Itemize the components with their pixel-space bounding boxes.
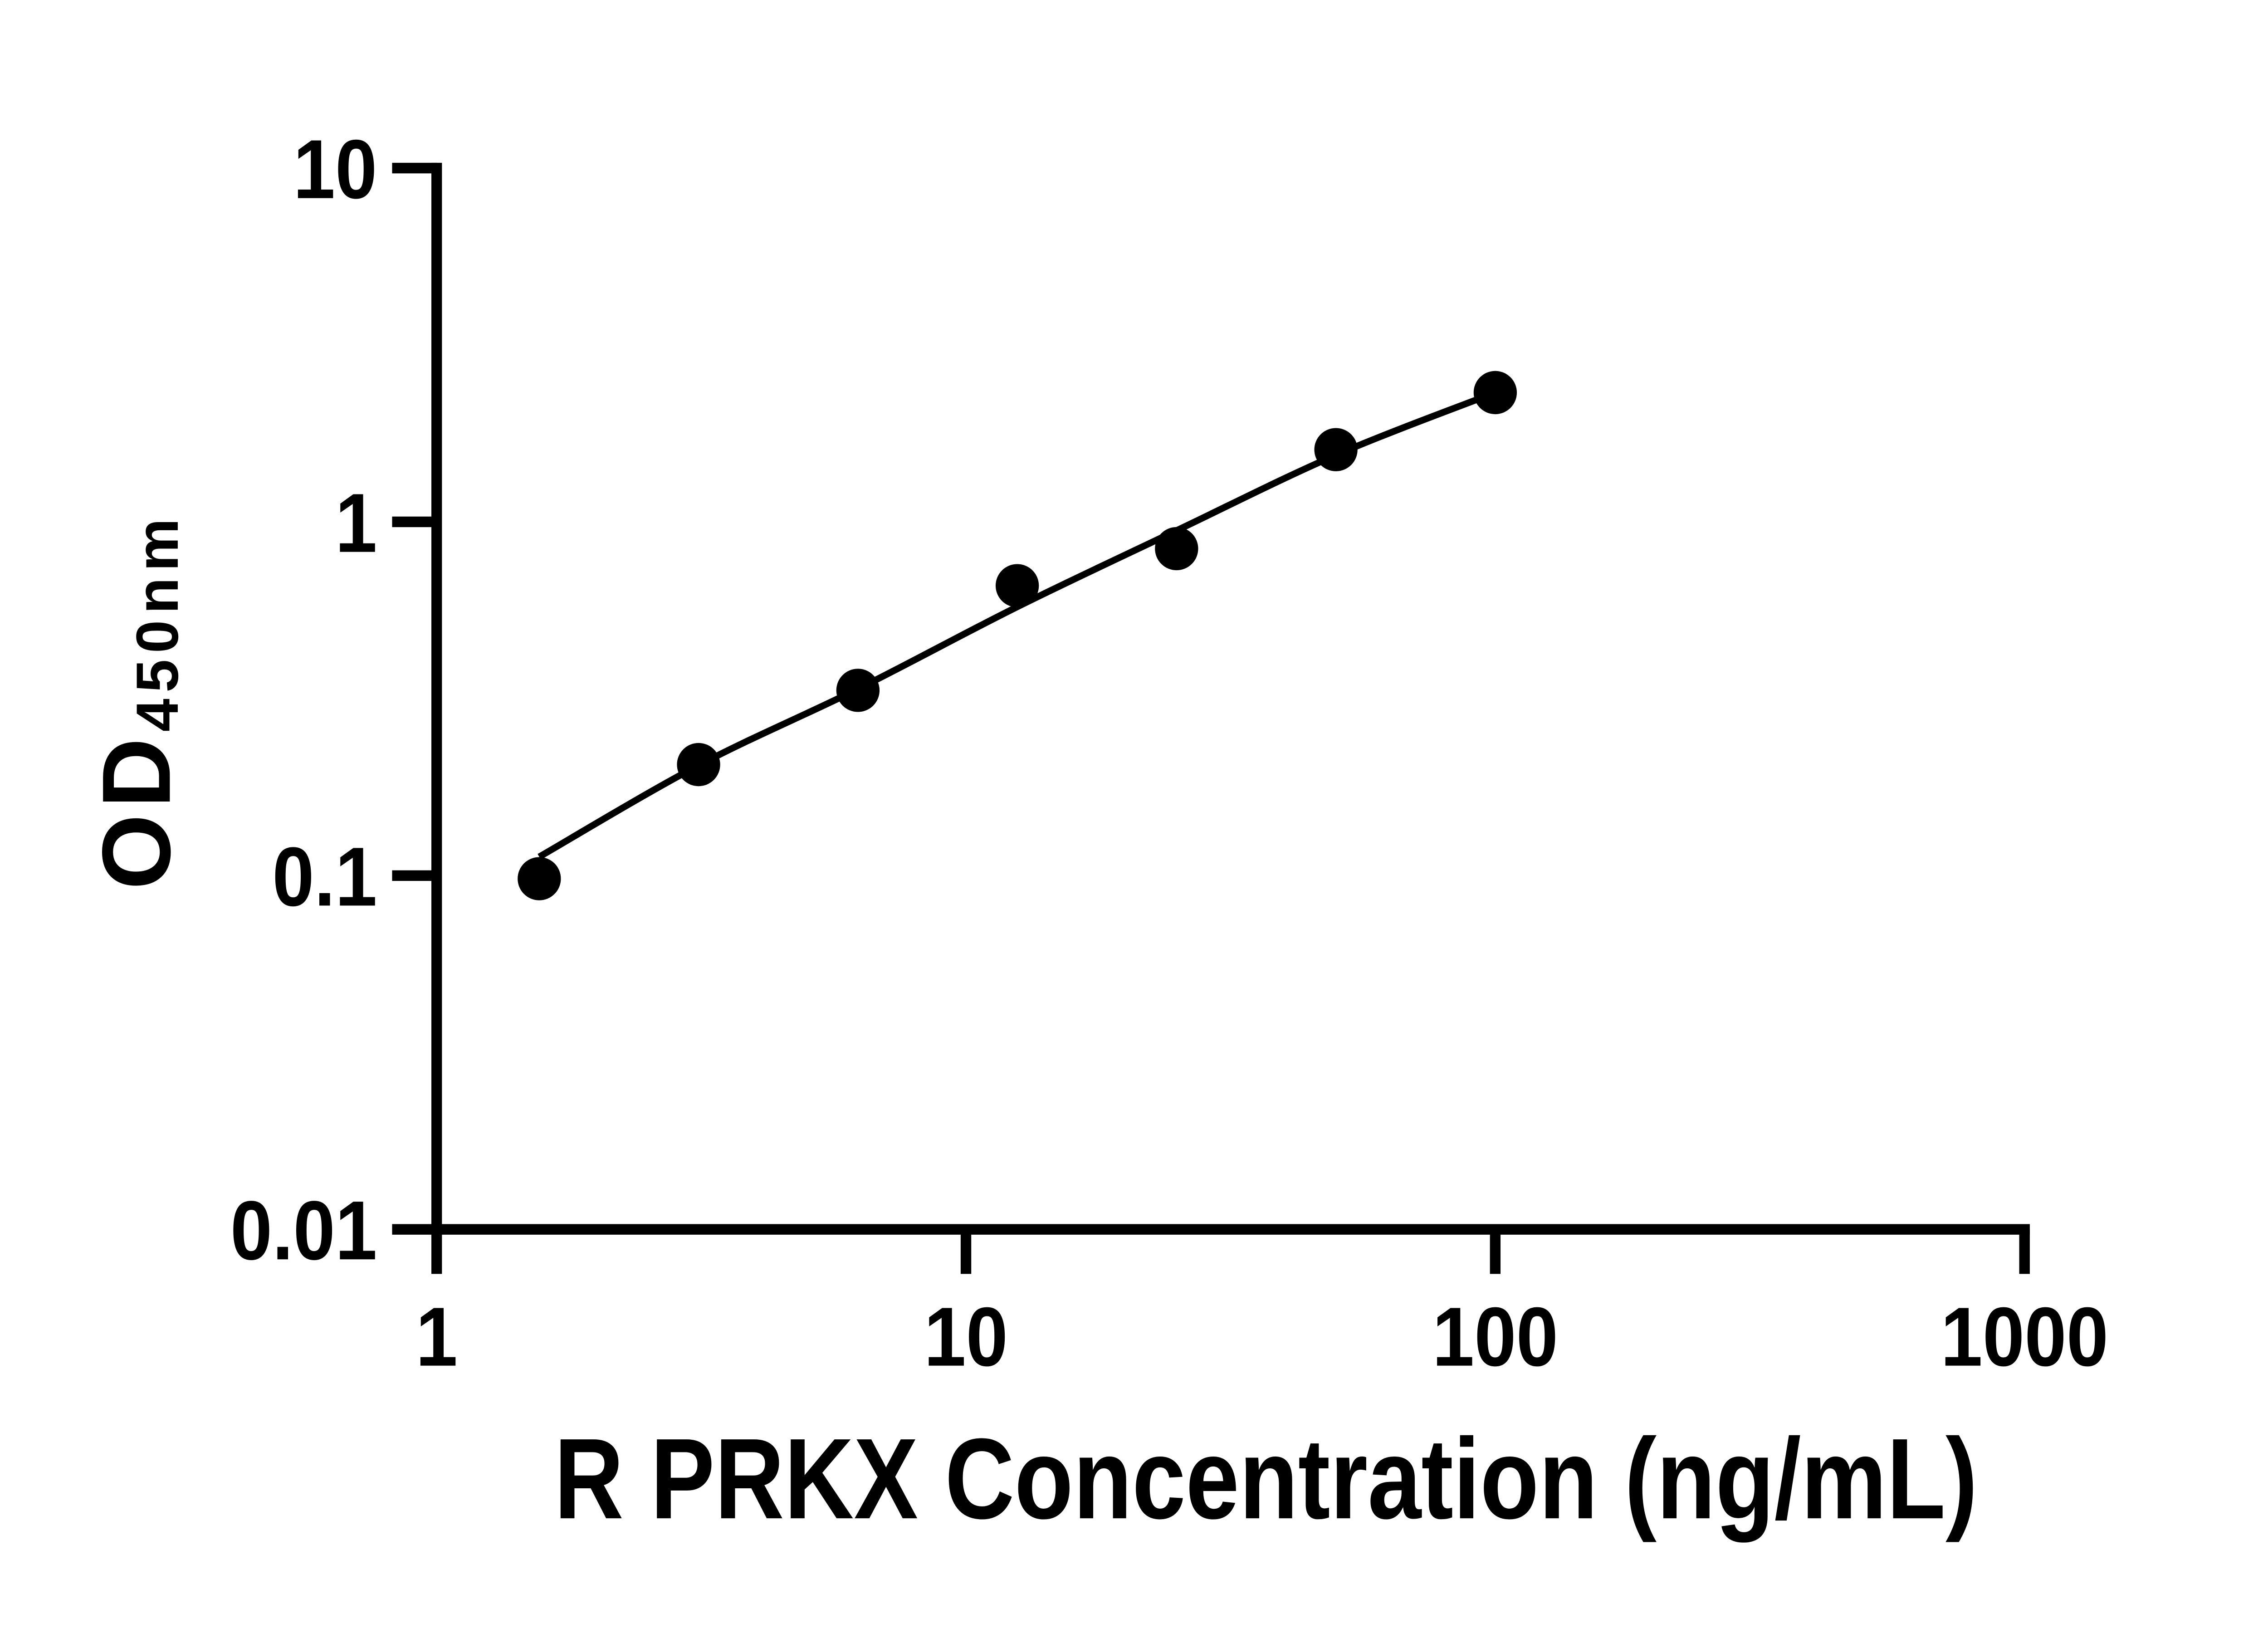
- data-point-6.25ng: [836, 669, 880, 712]
- x-tick-label-1: 1: [415, 1291, 457, 1384]
- y-tick-label-10: 10: [293, 123, 377, 216]
- x-tick-label-100: 100: [1432, 1291, 1558, 1384]
- data-point-50ng: [1314, 428, 1358, 471]
- data-point-100ng: [1473, 371, 1517, 415]
- y-tick-label-0.01: 0.01: [230, 1184, 377, 1277]
- data-point-1.5625ng: [518, 857, 561, 900]
- y-axis-title: OD450nm: [82, 512, 191, 890]
- y-tick-label-1: 1: [335, 476, 377, 570]
- x-tick-label-10: 10: [924, 1291, 1008, 1384]
- x-axis-title: R PRKX Concentration (ng/mL): [554, 1415, 1978, 1543]
- data-point-3.125ng: [677, 743, 720, 787]
- tick-labels: 10 1 0.1 0.01 1 10 100 1000: [230, 123, 2108, 1384]
- y-axis-title-subscript: 450nm: [124, 512, 191, 732]
- x-tick-label-1000: 1000: [1941, 1291, 2108, 1384]
- tick-marks: [392, 162, 2030, 1274]
- data-point-25ng: [1155, 527, 1198, 571]
- data-point-12.5ng: [995, 564, 1039, 607]
- y-tick-label-0.1: 0.1: [272, 830, 377, 924]
- axes: [431, 162, 2030, 1235]
- y-axis-title-main: OD: [82, 732, 191, 890]
- plot-area: [518, 371, 1517, 900]
- data-points: [518, 371, 1517, 900]
